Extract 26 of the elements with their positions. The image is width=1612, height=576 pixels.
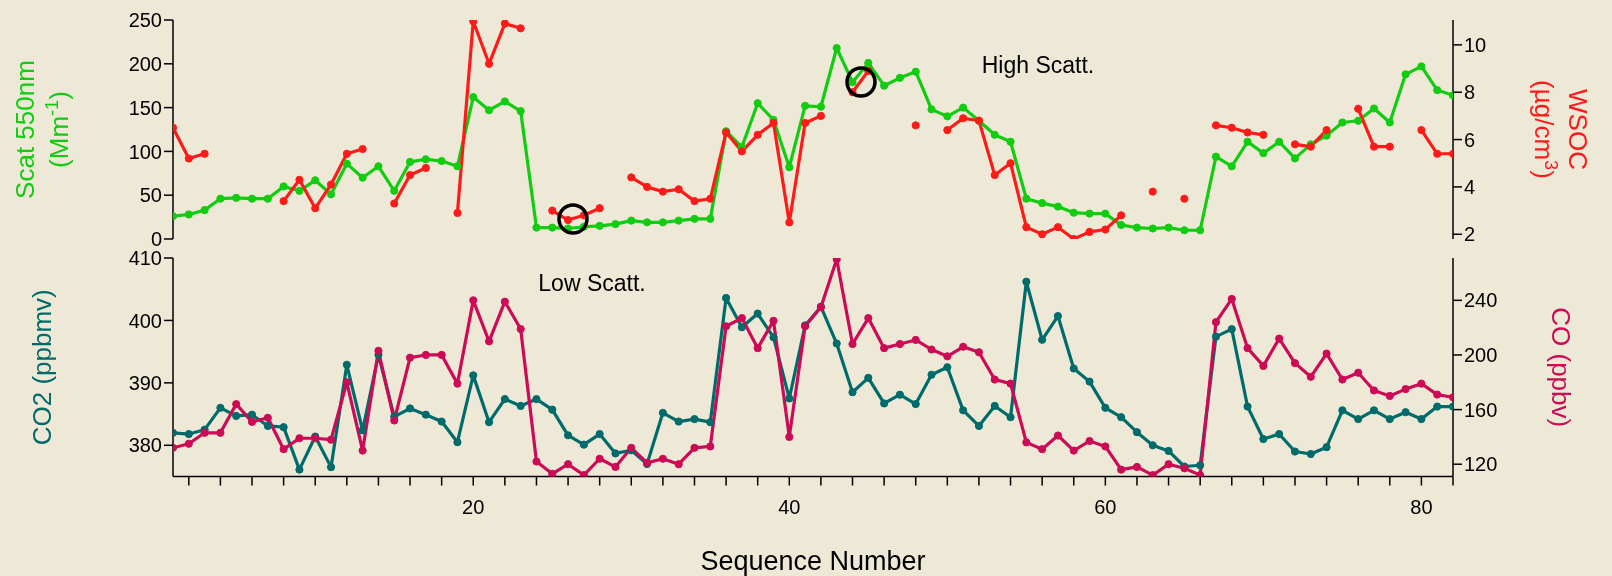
annotation: High Scatt. — [981, 51, 1095, 79]
annotation: Low Scatt. — [538, 269, 646, 297]
y2-axis-title: CO (ppbv) — [1545, 307, 1576, 428]
y2-tick-label: 10 — [1464, 33, 1487, 56]
y2-tick-label: 200 — [1464, 344, 1498, 367]
y-axis-title: CO2 (ppbmv) — [27, 289, 58, 446]
y-tick-label: 50 — [139, 184, 162, 207]
y-tick-label: 390 — [128, 371, 162, 394]
y-tick-label: 400 — [128, 309, 162, 332]
y2-tick-label: 2 — [1464, 223, 1476, 246]
x-tick-label: 80 — [1410, 495, 1433, 518]
y2-tick-label: 4 — [1464, 176, 1476, 199]
x-tick-label: 20 — [462, 495, 485, 518]
y2-tick-label: 120 — [1464, 453, 1498, 476]
y2-tick-label: 6 — [1464, 128, 1476, 151]
y-tick-label: 100 — [128, 140, 162, 163]
x-axis-title: Sequence Number — [700, 546, 926, 576]
y2-tick-label: 240 — [1464, 289, 1498, 312]
y-tick-label: 150 — [128, 96, 162, 119]
y-tick-label: 200 — [128, 52, 162, 75]
y-tick-label: 250 — [128, 9, 162, 32]
y-tick-label: 380 — [128, 434, 162, 457]
x-tick-label: 60 — [1094, 495, 1117, 518]
y2-tick-label: 160 — [1464, 398, 1498, 421]
x-tick-label: 40 — [778, 495, 801, 518]
y2-tick-label: 8 — [1464, 81, 1476, 104]
